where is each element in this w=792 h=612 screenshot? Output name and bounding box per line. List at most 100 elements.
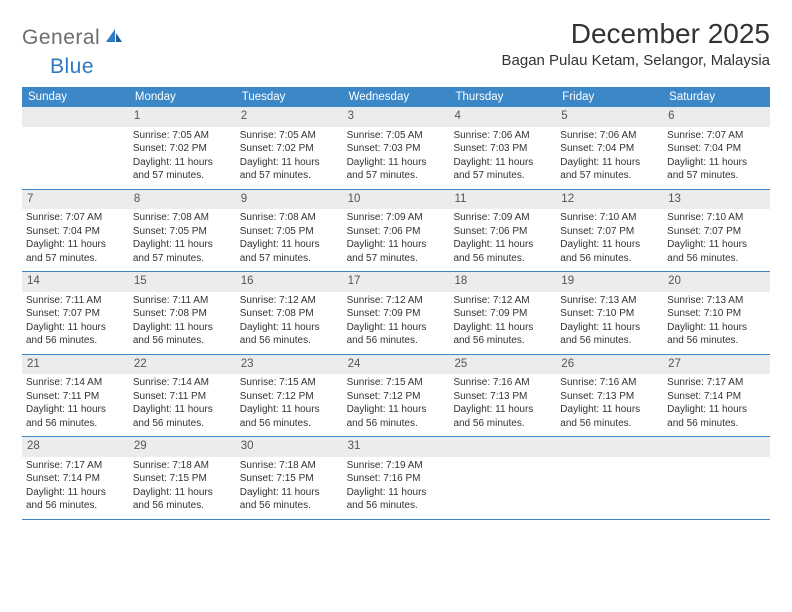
weekday-header: Tuesday	[236, 87, 343, 107]
sunset-text: Sunset: 7:16 PM	[347, 472, 446, 486]
sunrise-text: Sunrise: 7:14 AM	[26, 376, 125, 390]
daylight-text: Daylight: 11 hours and 57 minutes.	[240, 238, 339, 265]
sunrise-text: Sunrise: 7:15 AM	[347, 376, 446, 390]
day-number	[556, 437, 663, 457]
sunset-text: Sunset: 7:04 PM	[26, 225, 125, 239]
day-cell: 16Sunrise: 7:12 AMSunset: 7:08 PMDayligh…	[236, 272, 343, 354]
daylight-text: Daylight: 11 hours and 56 minutes.	[667, 403, 766, 430]
sunrise-text: Sunrise: 7:13 AM	[560, 294, 659, 308]
sunrise-text: Sunrise: 7:08 AM	[240, 211, 339, 225]
day-number: 4	[449, 107, 556, 127]
week-row: 28Sunrise: 7:17 AMSunset: 7:14 PMDayligh…	[22, 437, 770, 520]
day-cell: 17Sunrise: 7:12 AMSunset: 7:09 PMDayligh…	[343, 272, 450, 354]
daylight-text: Daylight: 11 hours and 56 minutes.	[240, 403, 339, 430]
day-cell: 5Sunrise: 7:06 AMSunset: 7:04 PMDaylight…	[556, 107, 663, 189]
daylight-text: Daylight: 11 hours and 57 minutes.	[453, 156, 552, 183]
day-cell: 22Sunrise: 7:14 AMSunset: 7:11 PMDayligh…	[129, 355, 236, 437]
logo-text-1: General	[22, 26, 100, 50]
day-cell: 2Sunrise: 7:05 AMSunset: 7:02 PMDaylight…	[236, 107, 343, 189]
sunset-text: Sunset: 7:09 PM	[347, 307, 446, 321]
month-title: December 2025	[502, 18, 771, 50]
sunrise-text: Sunrise: 7:14 AM	[133, 376, 232, 390]
day-number: 13	[663, 190, 770, 210]
weekday-header-row: Sunday Monday Tuesday Wednesday Thursday…	[22, 87, 770, 107]
sunrise-text: Sunrise: 7:11 AM	[26, 294, 125, 308]
day-number: 18	[449, 272, 556, 292]
day-cell: 11Sunrise: 7:09 AMSunset: 7:06 PMDayligh…	[449, 190, 556, 272]
weekday-header: Saturday	[663, 87, 770, 107]
weekday-header: Monday	[129, 87, 236, 107]
daylight-text: Daylight: 11 hours and 56 minutes.	[560, 321, 659, 348]
day-cell: 4 Sunrise: 7:06 AMSunset: 7:03 PMDaylight…	[449, 107, 556, 189]
sunrise-text: Sunrise: 7:17 AM	[667, 376, 766, 390]
day-number: 17	[343, 272, 450, 292]
day-cell	[663, 437, 770, 519]
day-cell	[556, 437, 663, 519]
day-number: 20	[663, 272, 770, 292]
day-cell	[449, 437, 556, 519]
daylight-text: Daylight: 11 hours and 56 minutes.	[133, 403, 232, 430]
sunrise-text: Sunrise: 7:16 AM	[560, 376, 659, 390]
daylight-text: Daylight: 11 hours and 57 minutes.	[667, 156, 766, 183]
daylight-text: Daylight: 11 hours and 56 minutes.	[26, 486, 125, 513]
day-cell: 3Sunrise: 7:05 AMSunset: 7:03 PMDaylight…	[343, 107, 450, 189]
sunrise-text: Sunrise: 7:18 AM	[240, 459, 339, 473]
sunset-text: Sunset: 7:07 PM	[667, 225, 766, 239]
daylight-text: Daylight: 11 hours and 56 minutes.	[26, 403, 125, 430]
weekday-header: Sunday	[22, 87, 129, 107]
sunset-text: Sunset: 7:09 PM	[453, 307, 552, 321]
week-row: 21Sunrise: 7:14 AMSunset: 7:11 PMDayligh…	[22, 355, 770, 438]
daylight-text: Daylight: 11 hours and 56 minutes.	[26, 321, 125, 348]
day-cell: 25Sunrise: 7:16 AMSunset: 7:13 PMDayligh…	[449, 355, 556, 437]
sunset-text: Sunset: 7:13 PM	[453, 390, 552, 404]
daylight-text: Daylight: 11 hours and 56 minutes.	[560, 403, 659, 430]
sunset-text: Sunset: 7:08 PM	[133, 307, 232, 321]
day-number: 28	[22, 437, 129, 457]
sunrise-text: Sunrise: 7:09 AM	[347, 211, 446, 225]
sunset-text: Sunset: 7:03 PM	[453, 142, 552, 156]
sunset-text: Sunset: 7:13 PM	[560, 390, 659, 404]
sunset-text: Sunset: 7:14 PM	[26, 472, 125, 486]
day-cell	[22, 107, 129, 189]
daylight-text: Daylight: 11 hours and 57 minutes.	[133, 238, 232, 265]
sunset-text: Sunset: 7:15 PM	[240, 472, 339, 486]
sunset-text: Sunset: 7:03 PM	[347, 142, 446, 156]
daylight-text: Daylight: 11 hours and 56 minutes.	[347, 403, 446, 430]
sunset-text: Sunset: 7:11 PM	[133, 390, 232, 404]
day-number: 26	[556, 355, 663, 375]
sunrise-text: Sunrise: 7:06 AM	[453, 129, 552, 143]
day-cell: 12Sunrise: 7:10 AMSunset: 7:07 PMDayligh…	[556, 190, 663, 272]
sunset-text: Sunset: 7:07 PM	[26, 307, 125, 321]
day-cell: 14 Sunrise: 7:11 AMSunset: 7:07 PMDayligh…	[22, 272, 129, 354]
sunset-text: Sunset: 7:10 PM	[667, 307, 766, 321]
logo: General	[22, 18, 127, 50]
sunset-text: Sunset: 7:12 PM	[347, 390, 446, 404]
daylight-text: Daylight: 11 hours and 56 minutes.	[240, 486, 339, 513]
sunrise-text: Sunrise: 7:07 AM	[26, 211, 125, 225]
day-number: 6	[663, 107, 770, 127]
week-row: 1Sunrise: 7:05 AMSunset: 7:02 PMDaylight…	[22, 107, 770, 190]
sunset-text: Sunset: 7:04 PM	[667, 142, 766, 156]
day-number: 19	[556, 272, 663, 292]
sunrise-text: Sunrise: 7:09 AM	[453, 211, 552, 225]
day-cell: 19 Sunrise: 7:13 AMSunset: 7:10 PMDayligh…	[556, 272, 663, 354]
weekday-header: Wednesday	[343, 87, 450, 107]
day-number: 22	[129, 355, 236, 375]
day-number: 7	[22, 190, 129, 210]
day-cell: 21Sunrise: 7:14 AMSunset: 7:11 PMDayligh…	[22, 355, 129, 437]
sunset-text: Sunset: 7:15 PM	[133, 472, 232, 486]
day-number: 1	[129, 107, 236, 127]
daylight-text: Daylight: 11 hours and 56 minutes.	[667, 321, 766, 348]
sunset-text: Sunset: 7:11 PM	[26, 390, 125, 404]
day-number: 5	[556, 107, 663, 127]
sunrise-text: Sunrise: 7:12 AM	[453, 294, 552, 308]
sunset-text: Sunset: 7:08 PM	[240, 307, 339, 321]
day-cell: 24Sunrise: 7:15 AMSunset: 7:12 PMDayligh…	[343, 355, 450, 437]
day-number: 9	[236, 190, 343, 210]
day-number: 21	[22, 355, 129, 375]
day-number: 29	[129, 437, 236, 457]
day-cell: 15Sunrise: 7:11 AMSunset: 7:08 PMDayligh…	[129, 272, 236, 354]
calendar-page: General December 2025 Bagan Pulau Ketam,…	[0, 0, 792, 530]
day-number: 14	[22, 272, 129, 292]
sunset-text: Sunset: 7:10 PM	[560, 307, 659, 321]
